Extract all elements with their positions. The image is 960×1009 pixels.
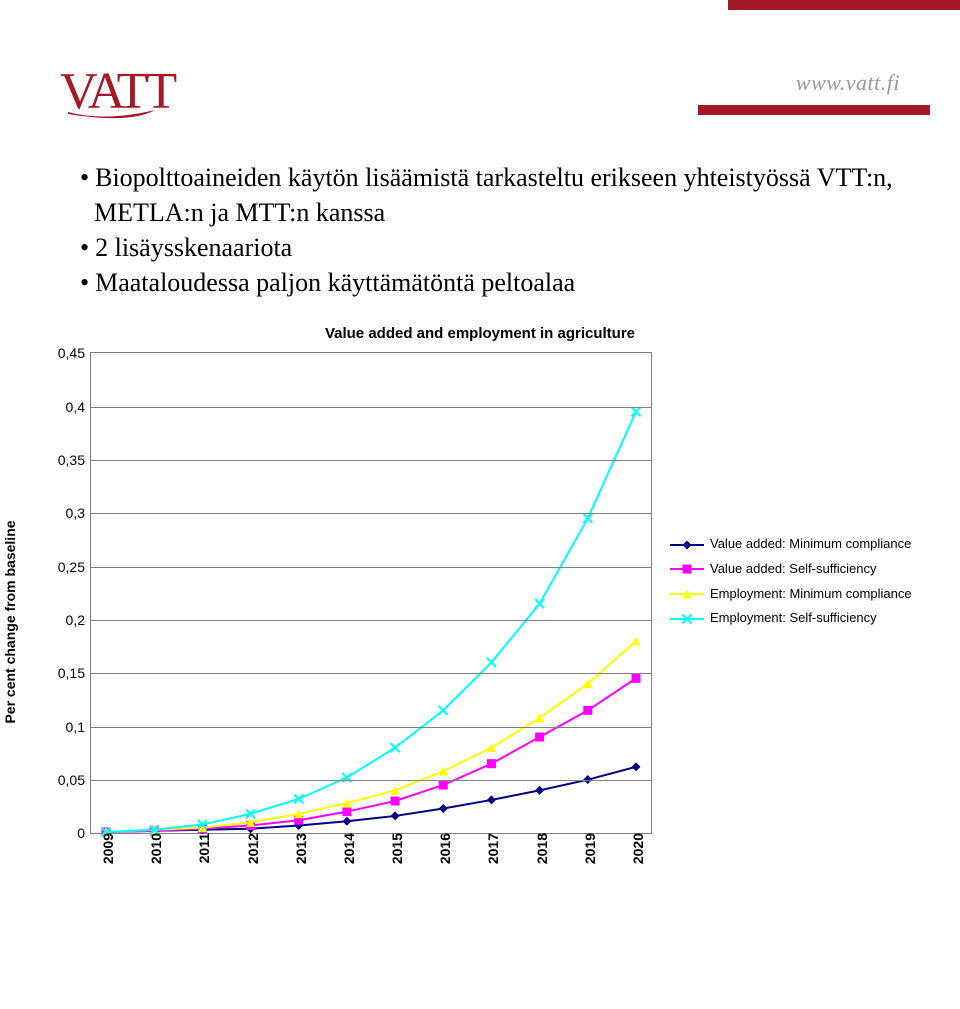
- plot-svg: [91, 353, 651, 833]
- series-marker: [391, 812, 400, 821]
- gridline: [91, 460, 651, 461]
- y-tick-label: 0,2: [66, 612, 91, 628]
- series-marker: [487, 744, 496, 753]
- x-tick-label: 2010: [144, 833, 164, 864]
- x-tick-label: 2011: [192, 833, 212, 863]
- header: VATT www.vatt.fi: [30, 40, 930, 140]
- legend-item: Value added: Self-sufficiency: [670, 557, 912, 582]
- series-marker: [632, 408, 641, 417]
- y-tick-label: 0,15: [58, 665, 91, 681]
- x-tick-label: 2014: [337, 833, 357, 864]
- series-marker: [487, 760, 496, 769]
- series-marker: [535, 786, 544, 795]
- series-marker: [632, 763, 641, 772]
- gridline: [91, 727, 651, 728]
- series-marker: [391, 744, 400, 753]
- x-tick-label: 2013: [289, 833, 309, 864]
- x-tick-label: 2019: [578, 833, 598, 864]
- legend-item: Employment: Self-sufficiency: [670, 606, 912, 631]
- y-tick-label: 0,05: [58, 772, 91, 788]
- series-marker: [439, 781, 448, 790]
- series-line: [106, 641, 636, 832]
- x-tick-label: 2015: [385, 833, 405, 864]
- chart: Per cent change from baseline 00,050,10,…: [20, 352, 930, 892]
- x-tick-label: 2017: [481, 833, 501, 864]
- chart-title: Value added and employment in agricultur…: [0, 325, 960, 342]
- legend-label: Employment: Self-sufficiency: [710, 606, 877, 631]
- series-marker: [391, 797, 400, 806]
- plot-area: 00,050,10,150,20,250,30,350,40,452009201…: [90, 352, 652, 834]
- series-line: [106, 767, 636, 832]
- series-marker: [439, 804, 448, 813]
- series-marker: [342, 773, 351, 782]
- series-marker: [342, 817, 351, 826]
- bullet-item: Biopolttoaineiden käytön lisäämistä tark…: [80, 160, 920, 230]
- logo-text: VATT: [60, 63, 176, 120]
- gridline: [91, 780, 651, 781]
- series-marker: [632, 637, 641, 646]
- y-tick-label: 0,35: [58, 452, 91, 468]
- gridline: [91, 620, 651, 621]
- legend-swatch: [670, 538, 704, 552]
- legend-item: Employment: Minimum compliance: [670, 582, 912, 607]
- x-tick-label: 2012: [241, 833, 261, 864]
- x-tick-label: 2018: [530, 833, 550, 864]
- x-tick-label: 2016: [433, 833, 453, 864]
- legend-label: Value added: Self-sufficiency: [710, 557, 876, 582]
- series-marker: [439, 767, 448, 776]
- bullet-item: 2 lisäysskenaariota: [80, 230, 920, 265]
- series-marker: [583, 706, 592, 715]
- header-url: www.vatt.fi: [796, 70, 900, 96]
- y-tick-label: 0,1: [66, 719, 91, 735]
- series-marker: [535, 600, 544, 609]
- legend-item: Value added: Minimum compliance: [670, 532, 912, 557]
- series-marker: [439, 706, 448, 715]
- series-line: [106, 412, 636, 832]
- legend-label: Employment: Minimum compliance: [710, 582, 912, 607]
- accent-rule: [698, 105, 930, 115]
- legend-swatch: [670, 562, 704, 576]
- legend-label: Value added: Minimum compliance: [710, 532, 911, 557]
- series-marker: [535, 733, 544, 742]
- legend: Value added: Minimum complianceValue add…: [670, 532, 912, 631]
- series-line: [106, 679, 636, 833]
- series-marker: [487, 796, 496, 805]
- y-tick-label: 0,3: [66, 505, 91, 521]
- series-marker: [487, 658, 496, 667]
- bullet-list: Biopolttoaineiden käytön lisäämistä tark…: [40, 160, 920, 300]
- legend-swatch: [670, 612, 704, 626]
- series-marker: [583, 514, 592, 523]
- legend-swatch: [670, 587, 704, 601]
- gridline: [91, 673, 651, 674]
- y-axis-label: Per cent change from baseline: [2, 521, 18, 724]
- accent-rule-top: [728, 0, 960, 10]
- logo: VATT: [60, 50, 210, 135]
- gridline: [91, 407, 651, 408]
- bullet-item: Maataloudessa paljon käyttämätöntä pelto…: [80, 265, 920, 300]
- y-tick-label: 0,25: [58, 559, 91, 575]
- x-tick-label: 2020: [626, 833, 646, 864]
- y-tick-label: 0: [77, 825, 91, 841]
- y-tick-label: 0,4: [66, 399, 91, 415]
- y-tick-label: 0,45: [58, 345, 91, 361]
- gridline: [91, 567, 651, 568]
- x-tick-label: 2009: [96, 833, 116, 864]
- gridline: [91, 513, 651, 514]
- series-marker: [632, 674, 641, 683]
- series-marker: [342, 808, 351, 817]
